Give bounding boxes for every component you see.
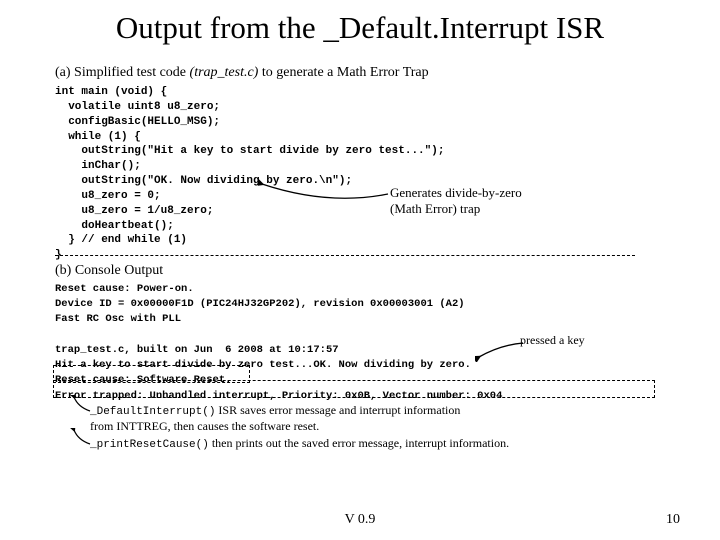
slide: Output from the _Default.Interrupt ISR (… (0, 0, 720, 540)
highlight-box-error (53, 380, 655, 398)
page-number: 10 (666, 512, 680, 528)
footnote-isr: _DefaultInterrupt() ISR saves error mess… (90, 403, 460, 435)
footnote-isr-text1: ISR saves error message and interrupt in… (215, 403, 460, 417)
section-a-suffix: to generate a Math Error Trap (258, 65, 428, 80)
arrow-divzero-icon (258, 176, 393, 216)
footnote-print: _printResetCause() then prints out the s… (90, 436, 509, 451)
footnote-print-text: then prints out the saved error message,… (209, 436, 509, 450)
section-a-prefix: (a) Simplified test code (55, 65, 190, 80)
footnote-isr-text2: from INTTREG, then causes the software r… (90, 419, 319, 433)
section-a-filename: (trap_test.c) (190, 65, 259, 80)
annotation-divzero-line1: Generates divide-by-zero (390, 185, 522, 200)
footnote-print-func: _printResetCause() (90, 439, 209, 451)
section-b-caption: (b) Console Output (55, 263, 163, 279)
section-a-caption: (a) Simplified test code (trap_test.c) t… (55, 65, 429, 81)
section-divider (55, 255, 635, 256)
page-title: Output from the _Default.Interrupt ISR (0, 10, 720, 46)
arrow-key-icon (475, 337, 525, 362)
code-block-a: int main (void) { volatile uint8 u8_zero… (55, 85, 444, 263)
annotation-divzero: Generates divide-by-zero (Math Error) tr… (390, 185, 522, 216)
annotation-pressed-key: pressed a key (520, 333, 585, 348)
version-label: V 0.9 (0, 512, 720, 528)
annotation-divzero-line2: (Math Error) trap (390, 201, 480, 216)
footnote-isr-func: _DefaultInterrupt() (90, 406, 215, 418)
